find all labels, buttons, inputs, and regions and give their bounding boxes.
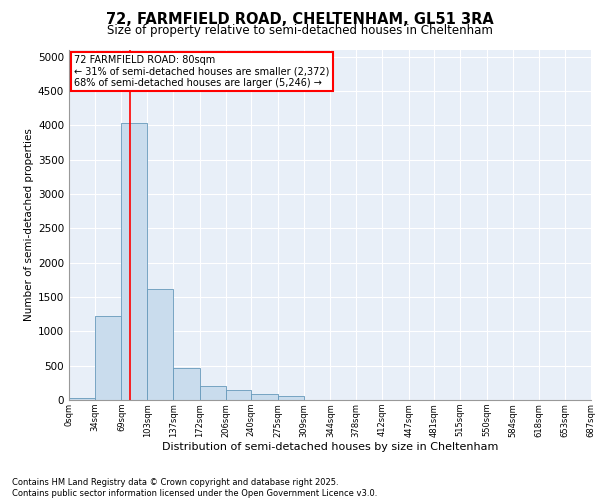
Bar bbox=[173, 368, 200, 400]
Text: 72 FARMFIELD ROAD: 80sqm
← 31% of semi-detached houses are smaller (2,372)
68% o: 72 FARMFIELD ROAD: 80sqm ← 31% of semi-d… bbox=[74, 56, 329, 88]
Bar bbox=[226, 390, 251, 400]
Bar bbox=[278, 396, 304, 400]
Text: 72, FARMFIELD ROAD, CHELTENHAM, GL51 3RA: 72, FARMFIELD ROAD, CHELTENHAM, GL51 3RA bbox=[106, 12, 494, 28]
Y-axis label: Number of semi-detached properties: Number of semi-detached properties bbox=[24, 128, 34, 322]
Text: Size of property relative to semi-detached houses in Cheltenham: Size of property relative to semi-detach… bbox=[107, 24, 493, 37]
Bar bbox=[251, 394, 278, 400]
X-axis label: Distribution of semi-detached houses by size in Cheltenham: Distribution of semi-detached houses by … bbox=[162, 442, 498, 452]
Bar bbox=[200, 386, 226, 400]
Bar bbox=[147, 289, 173, 400]
Bar bbox=[121, 122, 147, 400]
Text: Contains HM Land Registry data © Crown copyright and database right 2025.
Contai: Contains HM Land Registry data © Crown c… bbox=[12, 478, 377, 498]
Bar bbox=[69, 398, 95, 400]
Bar bbox=[95, 316, 121, 400]
